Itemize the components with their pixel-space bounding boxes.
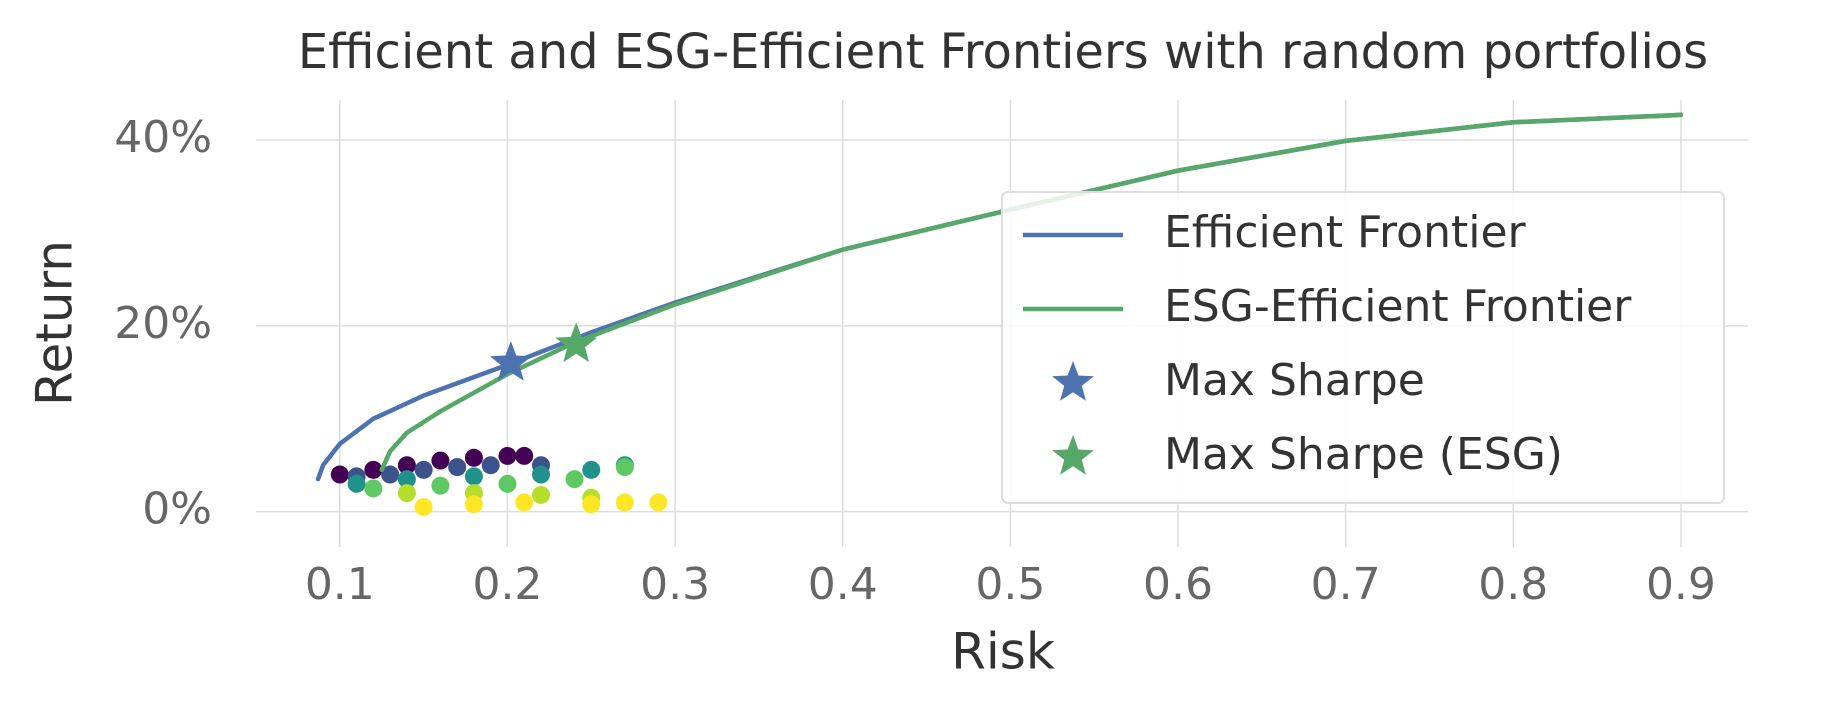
portfolio-point — [531, 485, 550, 504]
portfolio-point — [615, 458, 634, 477]
legend-handle — [1052, 435, 1094, 475]
star-marker — [489, 341, 532, 381]
portfolio-point — [397, 456, 416, 475]
portfolio-point — [498, 474, 517, 493]
y-axis-label: Return — [26, 240, 84, 406]
portfolio-point — [481, 456, 500, 475]
portfolio-point — [448, 458, 467, 477]
portfolio-point — [397, 470, 416, 489]
portfolio-point — [565, 470, 584, 489]
portfolio-point — [431, 451, 450, 470]
legend-handle — [1052, 361, 1094, 401]
legend-label: Efficient Frontier — [1164, 207, 1527, 258]
x-tick-label: 0.6 — [1143, 559, 1213, 610]
portfolio-point — [531, 465, 550, 484]
x-tick-label: 0.3 — [640, 559, 710, 610]
portfolio-point — [649, 493, 668, 512]
legend-label: Max Sharpe — [1164, 355, 1425, 406]
portfolio-point — [464, 495, 483, 514]
x-tick-label: 0.1 — [305, 559, 375, 610]
x-tick-label: 0.2 — [472, 559, 542, 610]
portfolio-point — [464, 448, 483, 467]
y-tick-label: 20% — [114, 298, 212, 349]
portfolio-point — [515, 493, 534, 512]
portfolio-point — [414, 498, 433, 517]
portfolio-point — [615, 493, 634, 512]
x-tick-label: 0.9 — [1646, 559, 1716, 610]
x-tick-label: 0.4 — [808, 559, 878, 610]
portfolio-point — [515, 446, 534, 465]
frontier-line — [379, 112, 1684, 473]
portfolio-point — [347, 474, 366, 493]
portfolio-point — [364, 460, 383, 479]
legend-label: ESG-Efficient Frontier — [1164, 281, 1632, 332]
portfolio-point — [582, 460, 601, 479]
portfolio-point — [464, 467, 483, 486]
portfolio-point — [364, 479, 383, 498]
legend-label: Max Sharpe (ESG) — [1164, 429, 1563, 480]
x-tick-label: 0.7 — [1311, 559, 1381, 610]
portfolio-point — [498, 446, 517, 465]
portfolio-point — [381, 465, 400, 484]
portfolio-point — [582, 495, 601, 514]
x-tick-label: 0.5 — [975, 559, 1045, 610]
portfolio-point — [431, 476, 450, 495]
portfolio-point — [397, 484, 416, 503]
y-tick-label: 0% — [142, 484, 212, 535]
x-axis-label: Risk — [951, 623, 1055, 681]
star-marker — [555, 322, 598, 363]
portfolio-point — [330, 465, 349, 484]
y-tick-label: 40% — [114, 112, 212, 163]
x-tick-label: 0.8 — [1478, 559, 1548, 610]
chart-title: Efficient and ESG-Efficient Frontiers wi… — [298, 24, 1708, 80]
portfolio-point — [414, 460, 433, 479]
legend-box — [1001, 191, 1725, 504]
